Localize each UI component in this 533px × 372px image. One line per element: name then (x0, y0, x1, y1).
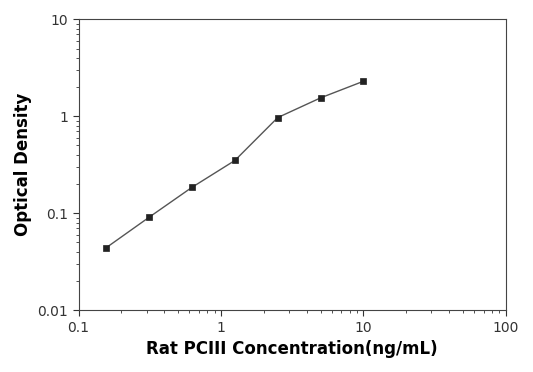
Y-axis label: Optical Density: Optical Density (14, 93, 32, 237)
X-axis label: Rat PCIII Concentration(ng/mL): Rat PCIII Concentration(ng/mL) (147, 340, 438, 358)
